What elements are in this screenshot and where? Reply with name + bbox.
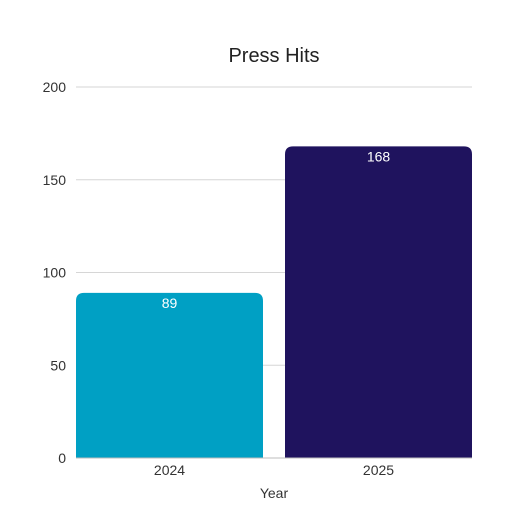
bar-2024 bbox=[76, 292, 263, 458]
bar-2025 bbox=[285, 146, 472, 459]
y-tick-label-200: 200 bbox=[43, 79, 67, 95]
x-tick-label-2024: 2024 bbox=[154, 462, 185, 478]
y-axis-ticks: 0 50 100 150 200 bbox=[43, 79, 67, 466]
y-tick-label-100: 100 bbox=[43, 265, 67, 281]
x-axis-label: Year bbox=[260, 485, 289, 501]
data-label-2025: 168 bbox=[367, 148, 391, 164]
chart-title: Press Hits bbox=[228, 45, 319, 67]
data-label-2024: 89 bbox=[162, 295, 178, 311]
bars: 89 168 bbox=[76, 146, 472, 459]
y-tick-label-150: 150 bbox=[43, 172, 67, 188]
y-tick-label-50: 50 bbox=[50, 357, 66, 373]
y-tick-label-0: 0 bbox=[58, 450, 66, 466]
x-axis-ticks: 2024 2025 bbox=[154, 462, 394, 478]
x-tick-label-2025: 2025 bbox=[363, 462, 394, 478]
